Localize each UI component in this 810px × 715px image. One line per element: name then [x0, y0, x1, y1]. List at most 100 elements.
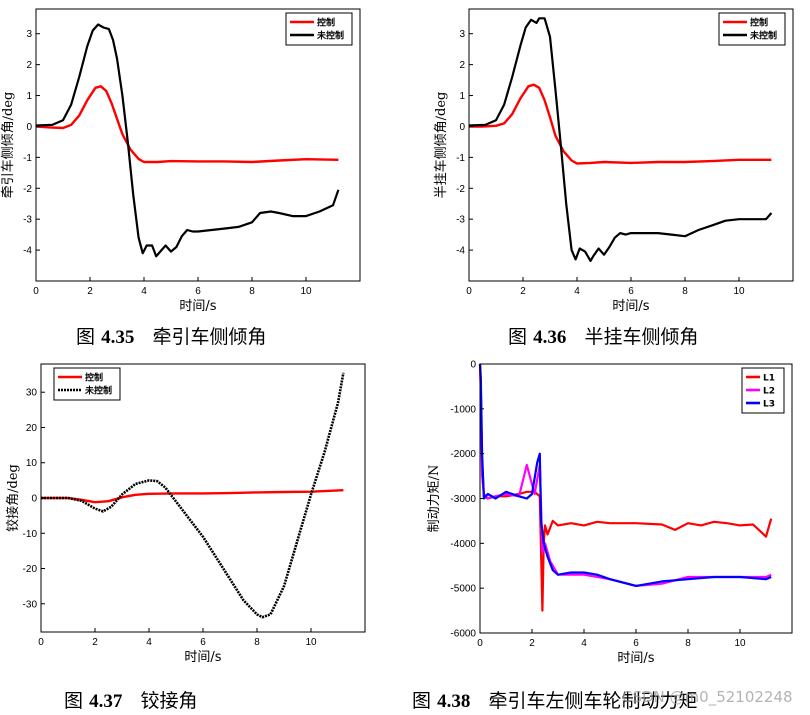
legend-box [741, 367, 785, 414]
series-line-控制 [41, 489, 344, 504]
y-tick-label: -10 [23, 529, 38, 540]
legend-label: L2 [763, 387, 775, 397]
x-tick-label: 2 [529, 638, 535, 649]
x-tick-label: 2 [520, 286, 526, 297]
x-tick-label: 8 [685, 638, 691, 649]
caption-fig-4-36: 图 4.36 半挂车侧倾角 [508, 322, 698, 349]
caption-prefix: 图 [64, 690, 84, 712]
x-tick-label: 8 [254, 637, 260, 648]
series-line-未控制 [468, 17, 773, 262]
legend-label: 未控制 [316, 30, 344, 42]
watermark: CSDN @m0_52102248 [622, 688, 793, 706]
y-tick-label: -1 [456, 153, 465, 164]
caption-fig-4-38: 图 4.38 牵引车左侧车轮制动力矩 [412, 686, 697, 713]
y-tick-label: 0 [459, 122, 465, 133]
y-axis-label: 牵引车侧倾角/deg [0, 92, 16, 199]
series-line-未控制 [35, 23, 340, 258]
legend-label: 控制 [317, 17, 335, 29]
y-axis-label: 制动力矩/N [427, 465, 442, 533]
y-tick-label: 30 [26, 388, 38, 399]
caption-fig-4-35: 图 4.35 牵引车侧倾角 [76, 322, 266, 349]
x-tick-label: 0 [466, 286, 472, 297]
x-tick-label: 6 [200, 637, 206, 648]
y-tick-label: 0 [26, 122, 32, 133]
y-tick-label: -30 [23, 599, 38, 610]
axes-box [40, 363, 366, 633]
legend: L1 L2 L3 [741, 367, 785, 414]
x-tick-label: 10 [300, 286, 312, 297]
caption-prefix: 图 [508, 326, 528, 348]
y-tick-label: -4 [456, 246, 465, 257]
caption-prefix: 图 [76, 326, 96, 348]
y-tick-label: -2000 [450, 449, 476, 460]
y-axis-label: 半挂车侧倾角/deg [433, 92, 449, 199]
x-tick-label: 6 [633, 638, 639, 649]
y-tick-label: 10 [26, 458, 38, 469]
caption-text: 半挂车侧倾角 [584, 326, 699, 348]
y-tick-label: 20 [26, 423, 38, 434]
y-tick-label: 0 [31, 494, 37, 505]
caption-number: 4.38 [437, 691, 471, 712]
series-line-控制 [35, 85, 339, 164]
x-tick-label: 6 [195, 286, 201, 297]
x-tick-label: 8 [249, 286, 255, 297]
legend-box [718, 12, 786, 46]
x-tick-label: 4 [581, 638, 587, 649]
caption-fig-4-37: 图 4.37 铰接角 [64, 686, 197, 713]
y-tick-label: -6000 [450, 629, 476, 640]
legend-box [53, 367, 121, 401]
caption-text: 牵引车左侧车轮制动力矩 [488, 690, 698, 712]
legend-label: 未控制 [84, 385, 112, 397]
caption-text: 牵引车侧倾角 [152, 326, 267, 348]
x-axis-label: 时间/s [184, 650, 221, 665]
y-tick-label: 0 [470, 360, 476, 371]
x-tick-label: 4 [141, 286, 147, 297]
caption-number: 4.37 [89, 691, 123, 712]
caption-number: 4.36 [533, 327, 567, 348]
y-axis-label: 铰接角/deg [5, 464, 21, 532]
x-tick-label: 10 [733, 286, 745, 297]
y-tick-label: 3 [26, 29, 32, 40]
caption-text: 铰接角 [140, 690, 198, 712]
y-tick-label: 2 [459, 60, 465, 71]
x-tick-label: 10 [734, 638, 746, 649]
y-tick-label: -20 [23, 564, 38, 575]
axes-box [468, 8, 794, 282]
x-tick-label: 8 [682, 286, 688, 297]
x-tick-label: 0 [477, 638, 483, 649]
axes-box [35, 8, 361, 282]
x-tick-label: 0 [33, 286, 39, 297]
x-tick-label: 4 [146, 637, 152, 648]
series-line-L3 [478, 363, 772, 588]
x-tick-label: 2 [92, 637, 98, 648]
legend-label: 未控制 [749, 30, 777, 42]
y-tick-label: -1000 [450, 404, 476, 415]
x-axis-label: 时间/s [179, 299, 216, 314]
legend-label: 控制 [85, 372, 103, 384]
y-tick-label: -1 [23, 153, 32, 164]
x-tick-label: 4 [574, 286, 580, 297]
y-tick-label: -5000 [450, 584, 476, 595]
y-tick-label: -4 [23, 246, 32, 257]
y-tick-label: 3 [459, 29, 465, 40]
caption-number: 4.35 [101, 327, 135, 348]
y-tick-label: -2 [456, 184, 465, 195]
y-tick-label: -4000 [450, 539, 476, 550]
y-tick-label: -2 [23, 184, 32, 195]
x-tick-label: 0 [38, 637, 44, 648]
series-line-未控制 [41, 372, 345, 619]
legend-box [285, 12, 353, 46]
y-tick-label: -3000 [450, 494, 476, 505]
y-tick-label: 1 [459, 91, 465, 102]
legend-label: L3 [763, 400, 775, 410]
x-tick-label: 10 [305, 637, 317, 648]
y-tick-label: -3 [23, 215, 32, 226]
series-line-L2 [478, 363, 772, 588]
caption-prefix: 图 [412, 690, 432, 712]
legend-label: 控制 [750, 17, 768, 29]
